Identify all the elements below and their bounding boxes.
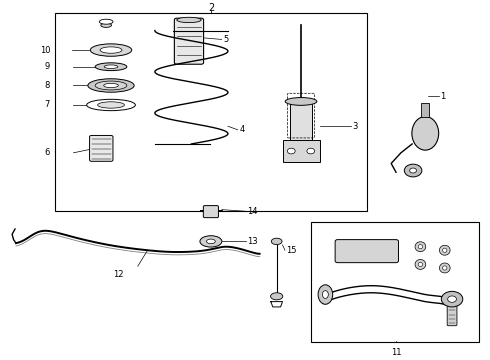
Bar bbox=[283, 140, 319, 162]
Ellipse shape bbox=[101, 23, 112, 27]
Ellipse shape bbox=[88, 79, 134, 92]
Ellipse shape bbox=[95, 63, 127, 71]
Text: 15: 15 bbox=[287, 246, 297, 255]
Ellipse shape bbox=[177, 17, 201, 23]
Text: 3: 3 bbox=[352, 122, 358, 131]
Ellipse shape bbox=[442, 266, 447, 270]
Ellipse shape bbox=[440, 263, 450, 273]
Ellipse shape bbox=[322, 291, 328, 298]
Ellipse shape bbox=[87, 99, 135, 111]
Ellipse shape bbox=[285, 98, 317, 105]
Bar bbox=[290, 100, 312, 140]
Text: 8: 8 bbox=[45, 81, 50, 90]
Ellipse shape bbox=[418, 244, 422, 249]
FancyBboxPatch shape bbox=[335, 240, 398, 263]
Bar bbox=[311, 222, 479, 342]
Circle shape bbox=[404, 164, 422, 177]
Ellipse shape bbox=[200, 236, 222, 247]
Text: 13: 13 bbox=[247, 237, 258, 246]
Text: 2: 2 bbox=[208, 3, 214, 13]
Ellipse shape bbox=[271, 238, 282, 244]
Ellipse shape bbox=[415, 242, 426, 252]
Ellipse shape bbox=[100, 47, 122, 53]
Text: 6: 6 bbox=[45, 148, 50, 157]
Bar bbox=[421, 103, 429, 117]
FancyBboxPatch shape bbox=[447, 302, 457, 326]
FancyBboxPatch shape bbox=[174, 18, 203, 64]
Ellipse shape bbox=[95, 81, 127, 90]
Ellipse shape bbox=[206, 239, 215, 244]
Text: 14: 14 bbox=[247, 207, 258, 216]
Text: 1: 1 bbox=[440, 92, 445, 101]
FancyBboxPatch shape bbox=[90, 135, 113, 161]
Circle shape bbox=[448, 296, 457, 302]
Text: 7: 7 bbox=[45, 100, 50, 109]
Text: 4: 4 bbox=[239, 125, 245, 134]
Ellipse shape bbox=[412, 117, 439, 150]
Circle shape bbox=[288, 148, 295, 154]
Circle shape bbox=[307, 148, 315, 154]
Ellipse shape bbox=[98, 102, 124, 108]
Text: 10: 10 bbox=[40, 46, 50, 55]
Ellipse shape bbox=[418, 262, 422, 266]
Bar bbox=[55, 13, 367, 211]
Text: 5: 5 bbox=[223, 35, 228, 44]
Ellipse shape bbox=[104, 65, 118, 68]
Ellipse shape bbox=[90, 44, 132, 56]
Ellipse shape bbox=[415, 260, 426, 269]
Ellipse shape bbox=[442, 248, 447, 252]
FancyBboxPatch shape bbox=[203, 206, 219, 218]
Ellipse shape bbox=[440, 245, 450, 255]
Text: 12: 12 bbox=[113, 270, 123, 279]
Circle shape bbox=[441, 291, 463, 307]
Text: 9: 9 bbox=[45, 62, 50, 71]
Text: 11: 11 bbox=[391, 348, 401, 357]
Ellipse shape bbox=[99, 19, 113, 24]
Circle shape bbox=[410, 168, 416, 173]
Ellipse shape bbox=[270, 293, 283, 300]
Ellipse shape bbox=[318, 285, 333, 304]
Ellipse shape bbox=[104, 84, 118, 87]
